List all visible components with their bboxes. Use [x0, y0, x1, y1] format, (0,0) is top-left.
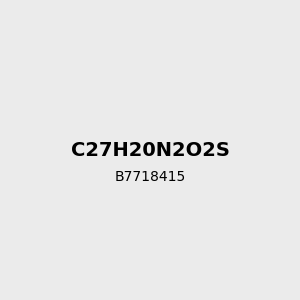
- Text: C27H20N2O2S: C27H20N2O2S: [70, 140, 230, 160]
- Text: B7718415: B7718415: [114, 170, 186, 184]
